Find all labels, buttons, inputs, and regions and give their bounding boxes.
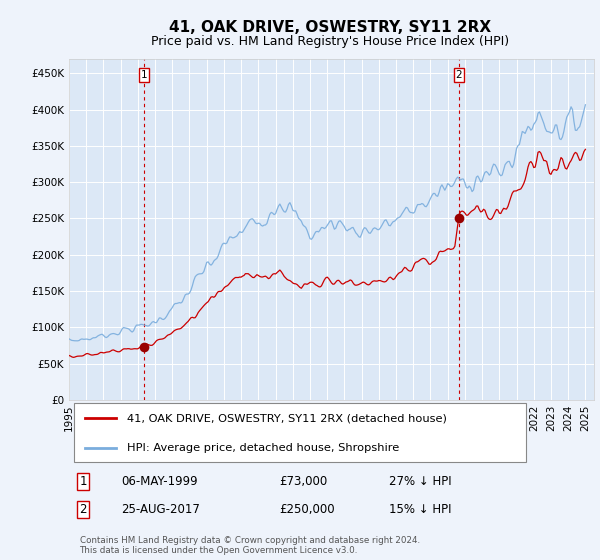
Text: 41, OAK DRIVE, OSWESTRY, SY11 2RX (detached house): 41, OAK DRIVE, OSWESTRY, SY11 2RX (detac… [127,413,446,423]
Text: 2: 2 [79,503,87,516]
Text: HPI: Average price, detached house, Shropshire: HPI: Average price, detached house, Shro… [127,442,399,452]
Text: 06-MAY-1999: 06-MAY-1999 [121,475,198,488]
Text: 15% ↓ HPI: 15% ↓ HPI [389,503,452,516]
Text: 1: 1 [140,69,147,80]
Text: 27% ↓ HPI: 27% ↓ HPI [389,475,452,488]
Text: £250,000: £250,000 [279,503,335,516]
Text: £73,000: £73,000 [279,475,327,488]
FancyBboxPatch shape [74,403,526,462]
Text: Price paid vs. HM Land Registry's House Price Index (HPI): Price paid vs. HM Land Registry's House … [151,35,509,48]
Text: 2: 2 [455,69,462,80]
Text: Contains HM Land Registry data © Crown copyright and database right 2024.
This d: Contains HM Land Registry data © Crown c… [79,536,419,556]
Text: 25-AUG-2017: 25-AUG-2017 [121,503,200,516]
Text: 1: 1 [79,475,87,488]
Text: 41, OAK DRIVE, OSWESTRY, SY11 2RX: 41, OAK DRIVE, OSWESTRY, SY11 2RX [169,20,491,35]
